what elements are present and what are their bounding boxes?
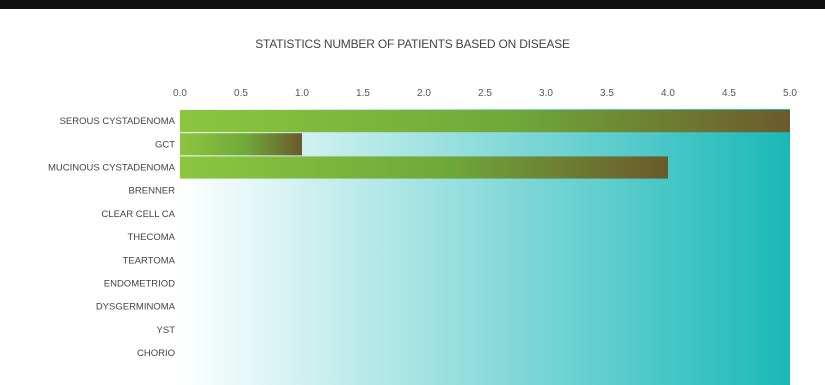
category-label: GCT: [155, 139, 175, 150]
bar: [180, 110, 790, 133]
category-label: BRENNER: [129, 186, 176, 197]
category-label: CLEAR CELL CA: [101, 209, 175, 220]
category-label: CHORIO: [137, 348, 175, 359]
x-tick-label: 2.5: [478, 88, 492, 99]
x-tick-label: 4.5: [722, 88, 736, 99]
chart-title: STATISTICS NUMBER OF PATIENTS BASED ON D…: [255, 37, 570, 51]
category-label: TEARTOMA: [123, 255, 176, 266]
x-tick-label: 1.0: [295, 88, 309, 99]
category-label: SEROUS CYSTADENOMA: [60, 116, 176, 127]
bar: [180, 156, 668, 179]
x-tick-label: 3.0: [539, 88, 553, 99]
x-tick-label: 3.5: [600, 88, 614, 99]
x-tick-label: 4.0: [661, 88, 675, 99]
bar: [180, 133, 302, 156]
category-label: ENDOMETRIOD: [104, 279, 175, 290]
top-border-bar: [0, 0, 825, 9]
category-label: MUCINOUS CYSTADENOMA: [48, 163, 176, 174]
x-tick-label: 0.5: [234, 88, 248, 99]
x-tick-label: 1.5: [356, 88, 370, 99]
category-label: THECOMA: [128, 232, 176, 243]
x-tick-label: 5.0: [783, 88, 797, 99]
x-tick-label: 2.0: [417, 88, 431, 99]
category-label: YST: [157, 325, 176, 336]
category-label: DYSGERMINOMA: [96, 302, 176, 313]
x-tick-label: 0.0: [173, 88, 187, 99]
